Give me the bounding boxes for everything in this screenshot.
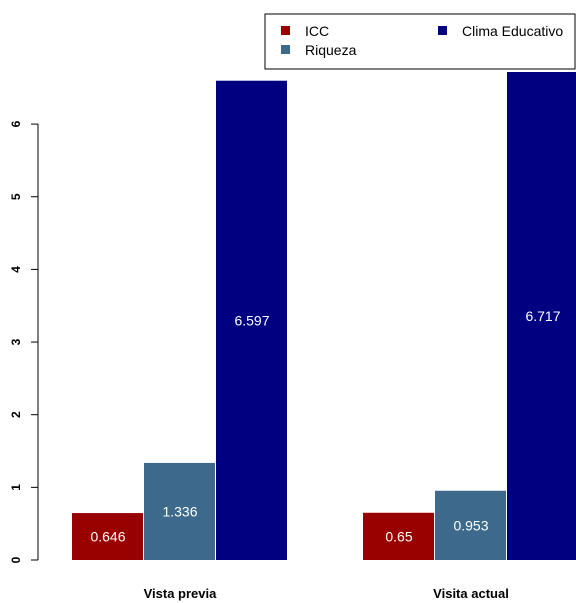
y-tick-label: 0 [9, 556, 23, 563]
y-tick-label: 4 [9, 266, 23, 273]
legend-label: ICC [305, 23, 329, 39]
data-label: 0.646 [90, 529, 125, 545]
legend-swatch [438, 26, 447, 35]
data-label: 6.717 [525, 308, 560, 324]
bar-icc [72, 513, 143, 560]
data-label: 6.597 [234, 312, 269, 328]
data-label: 1.336 [162, 503, 197, 519]
legend: ICC Clima Educativo Riqueza [264, 13, 576, 70]
y-tick-label: 2 [9, 411, 23, 418]
category-labels: Vista previa Visita actual [144, 586, 509, 601]
bars: 0.646 1.336 6.597 0.65 0.953 6.717 [72, 72, 576, 561]
y-tick-label: 6 [9, 120, 23, 127]
legend-swatch [281, 26, 290, 35]
y-tick-label: 3 [9, 338, 23, 345]
bar-clima-educativo [216, 80, 287, 561]
x-category-label: Vista previa [144, 586, 218, 601]
bar-clima-educativo [507, 72, 576, 560]
y-tick-label: 5 [9, 193, 23, 200]
legend-label: Clima Educativo [462, 23, 563, 39]
bar-riqueza [435, 490, 506, 560]
x-category-label: Visita actual [433, 586, 509, 601]
legend-label: Riqueza [305, 42, 357, 58]
bar-icc [363, 512, 434, 560]
data-label: 0.65 [385, 528, 412, 544]
y-tick-label: 1 [9, 484, 23, 491]
legend-swatch [281, 45, 290, 54]
bar-riqueza [144, 462, 215, 560]
legend-box [264, 13, 576, 70]
y-axis: 0 1 2 3 4 5 6 [9, 120, 39, 563]
data-label: 0.953 [453, 517, 488, 533]
